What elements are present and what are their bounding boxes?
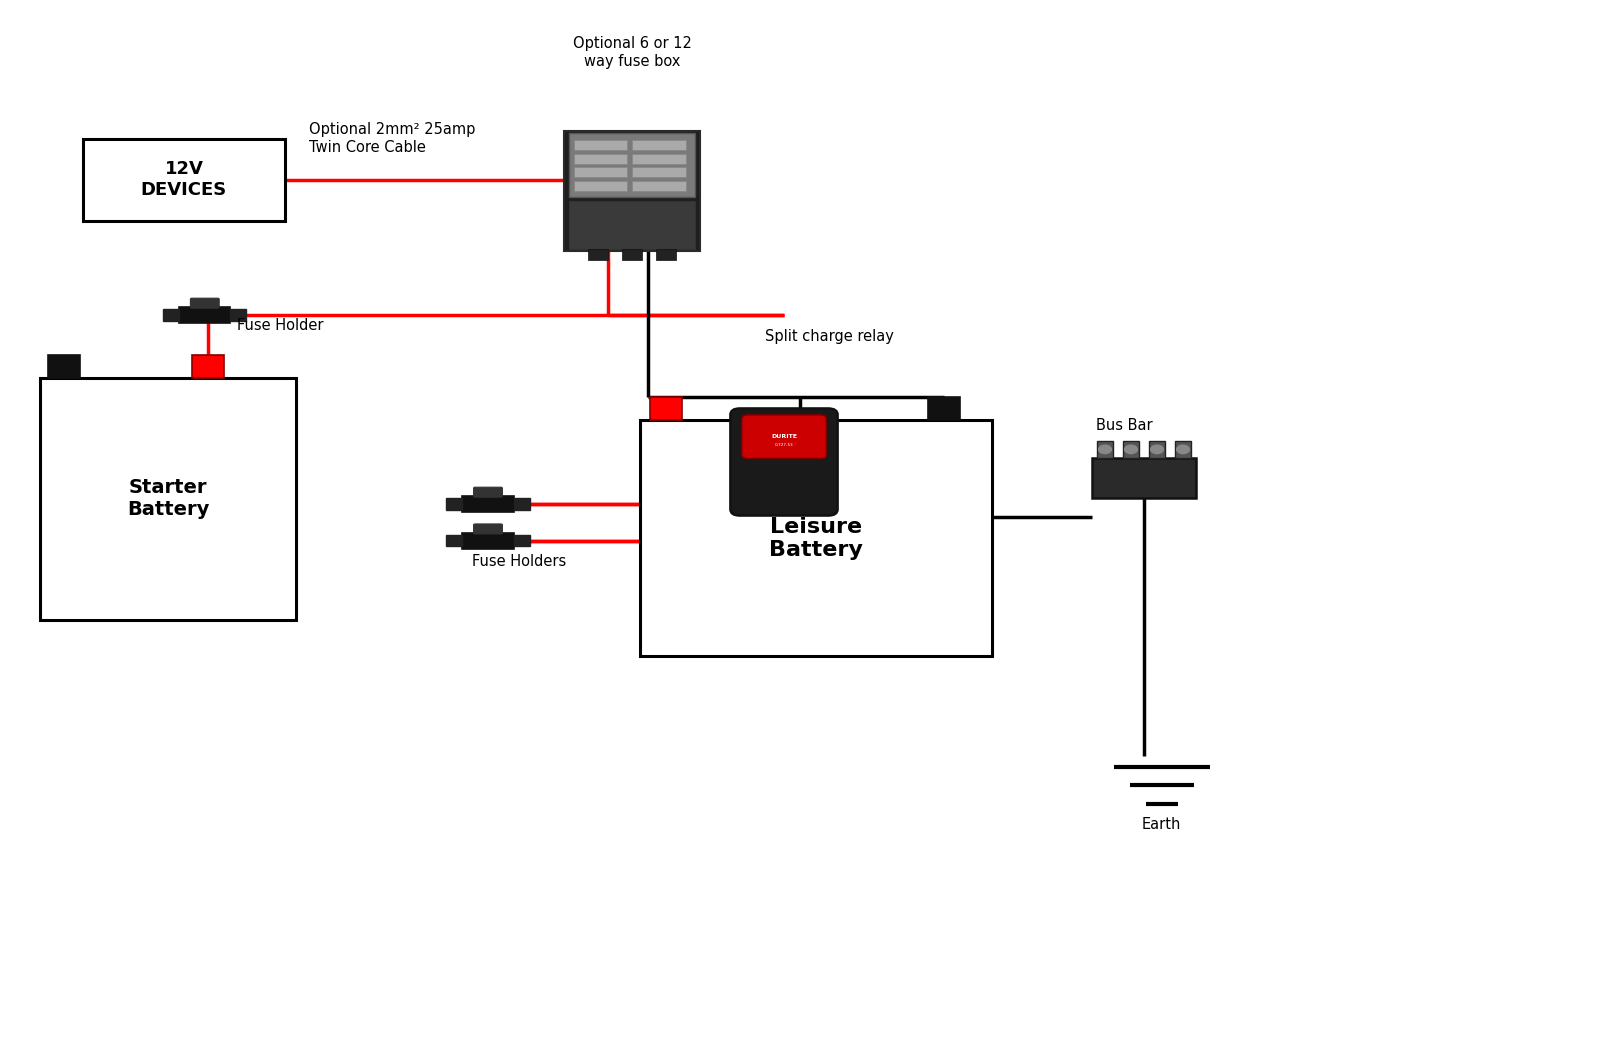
FancyBboxPatch shape (1123, 441, 1139, 458)
FancyBboxPatch shape (632, 167, 686, 177)
Text: Optional 6 or 12
way fuse box: Optional 6 or 12 way fuse box (573, 37, 691, 68)
FancyBboxPatch shape (574, 181, 627, 191)
Text: Bus Bar: Bus Bar (1096, 418, 1152, 433)
FancyBboxPatch shape (730, 408, 838, 516)
FancyBboxPatch shape (632, 181, 686, 191)
FancyBboxPatch shape (190, 298, 219, 309)
FancyBboxPatch shape (741, 415, 826, 459)
FancyBboxPatch shape (1174, 441, 1190, 458)
FancyBboxPatch shape (622, 250, 642, 260)
FancyBboxPatch shape (574, 141, 627, 150)
FancyBboxPatch shape (514, 536, 530, 546)
FancyBboxPatch shape (474, 524, 502, 533)
FancyBboxPatch shape (163, 310, 179, 320)
Circle shape (1150, 445, 1163, 454)
FancyBboxPatch shape (179, 307, 230, 323)
Text: Optional 2mm² 25amp
Twin Core Cable: Optional 2mm² 25amp Twin Core Cable (309, 123, 475, 154)
FancyBboxPatch shape (446, 536, 462, 546)
Text: Fuse Holders: Fuse Holders (472, 554, 566, 569)
FancyBboxPatch shape (462, 533, 514, 548)
FancyBboxPatch shape (230, 310, 246, 320)
FancyBboxPatch shape (570, 133, 696, 197)
FancyBboxPatch shape (928, 397, 960, 420)
Circle shape (1176, 445, 1189, 454)
FancyBboxPatch shape (462, 496, 514, 511)
FancyBboxPatch shape (632, 141, 686, 150)
Circle shape (1099, 445, 1112, 454)
FancyBboxPatch shape (1149, 441, 1165, 458)
FancyBboxPatch shape (446, 499, 462, 509)
FancyBboxPatch shape (48, 355, 80, 378)
FancyBboxPatch shape (1091, 458, 1197, 498)
Text: Fuse Holder: Fuse Holder (237, 318, 323, 333)
FancyBboxPatch shape (570, 202, 696, 250)
Text: Starter
Battery: Starter Battery (126, 478, 210, 520)
Text: DURITE: DURITE (771, 435, 797, 439)
Text: Split charge relay: Split charge relay (765, 329, 894, 343)
Text: 12V
DEVICES: 12V DEVICES (141, 161, 227, 198)
FancyBboxPatch shape (83, 139, 285, 220)
Text: Leisure
Battery: Leisure Battery (770, 517, 862, 560)
FancyBboxPatch shape (656, 250, 675, 260)
FancyBboxPatch shape (474, 487, 502, 498)
FancyBboxPatch shape (650, 397, 682, 420)
FancyBboxPatch shape (589, 250, 608, 260)
FancyBboxPatch shape (574, 167, 627, 177)
FancyBboxPatch shape (563, 131, 701, 252)
FancyBboxPatch shape (1098, 441, 1114, 458)
FancyBboxPatch shape (640, 420, 992, 656)
FancyBboxPatch shape (40, 378, 296, 620)
FancyBboxPatch shape (574, 153, 627, 164)
FancyBboxPatch shape (514, 499, 530, 509)
Circle shape (1125, 445, 1138, 454)
FancyBboxPatch shape (192, 355, 224, 378)
Text: Earth: Earth (1142, 817, 1181, 832)
Text: 0-727-53: 0-727-53 (774, 442, 794, 446)
FancyBboxPatch shape (632, 153, 686, 164)
